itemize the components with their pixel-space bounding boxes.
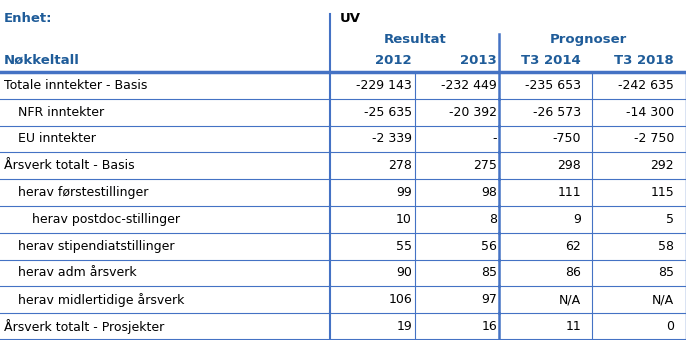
Text: Nøkkeltall: Nøkkeltall (4, 54, 80, 67)
Text: 8: 8 (489, 213, 497, 226)
Text: 9: 9 (573, 213, 581, 226)
Text: Totale inntekter - Basis: Totale inntekter - Basis (4, 79, 147, 92)
Text: Enhet:: Enhet: (4, 12, 53, 25)
Text: Resultat: Resultat (383, 33, 447, 46)
Text: -2 750: -2 750 (634, 133, 674, 146)
Text: 97: 97 (481, 293, 497, 306)
Text: 2012: 2012 (375, 54, 412, 67)
Text: -25 635: -25 635 (364, 106, 412, 119)
Text: -242 635: -242 635 (618, 79, 674, 92)
Text: NFR inntekter: NFR inntekter (18, 106, 104, 119)
Text: 62: 62 (565, 240, 581, 253)
Text: 86: 86 (565, 267, 581, 279)
Text: 58: 58 (658, 240, 674, 253)
Text: UV: UV (340, 12, 361, 25)
Text: 11: 11 (565, 320, 581, 333)
Text: 56: 56 (481, 240, 497, 253)
Text: herav midlertidige årsverk: herav midlertidige årsverk (18, 293, 185, 307)
Text: 19: 19 (397, 320, 412, 333)
Text: Årsverk totalt - Basis: Årsverk totalt - Basis (4, 159, 134, 172)
Text: -235 653: -235 653 (525, 79, 581, 92)
Text: -: - (493, 133, 497, 146)
Text: 98: 98 (481, 186, 497, 199)
Text: 275: 275 (473, 159, 497, 172)
Text: 2013: 2013 (460, 54, 497, 67)
Text: 55: 55 (396, 240, 412, 253)
Text: 16: 16 (482, 320, 497, 333)
Text: -750: -750 (552, 133, 581, 146)
Text: 85: 85 (481, 267, 497, 279)
Text: 278: 278 (388, 159, 412, 172)
Text: 99: 99 (397, 186, 412, 199)
Text: herav adm årsverk: herav adm årsverk (18, 267, 137, 279)
Text: 90: 90 (396, 267, 412, 279)
Text: 298: 298 (557, 159, 581, 172)
Text: T3 2014: T3 2014 (521, 54, 581, 67)
Text: -20 392: -20 392 (449, 106, 497, 119)
Text: herav stipendiatstillinger: herav stipendiatstillinger (18, 240, 174, 253)
Text: herav førstestillinger: herav førstestillinger (18, 186, 148, 199)
Text: -229 143: -229 143 (356, 79, 412, 92)
Text: 111: 111 (557, 186, 581, 199)
Text: herav postdoc-stillinger: herav postdoc-stillinger (32, 213, 180, 226)
Text: N/A: N/A (559, 293, 581, 306)
Text: 10: 10 (396, 213, 412, 226)
Text: 85: 85 (658, 267, 674, 279)
Text: -232 449: -232 449 (441, 79, 497, 92)
Text: -26 573: -26 573 (533, 106, 581, 119)
Text: EU inntekter: EU inntekter (18, 133, 96, 146)
Text: 292: 292 (650, 159, 674, 172)
Text: -14 300: -14 300 (626, 106, 674, 119)
Text: 115: 115 (650, 186, 674, 199)
Text: 106: 106 (388, 293, 412, 306)
Text: Prognoser: Prognoser (549, 33, 626, 46)
Text: -2 339: -2 339 (372, 133, 412, 146)
Text: T3 2018: T3 2018 (614, 54, 674, 67)
Text: 5: 5 (666, 213, 674, 226)
Text: N/A: N/A (652, 293, 674, 306)
Text: Årsverk totalt - Prosjekter: Årsverk totalt - Prosjekter (4, 319, 164, 334)
Text: 0: 0 (666, 320, 674, 333)
